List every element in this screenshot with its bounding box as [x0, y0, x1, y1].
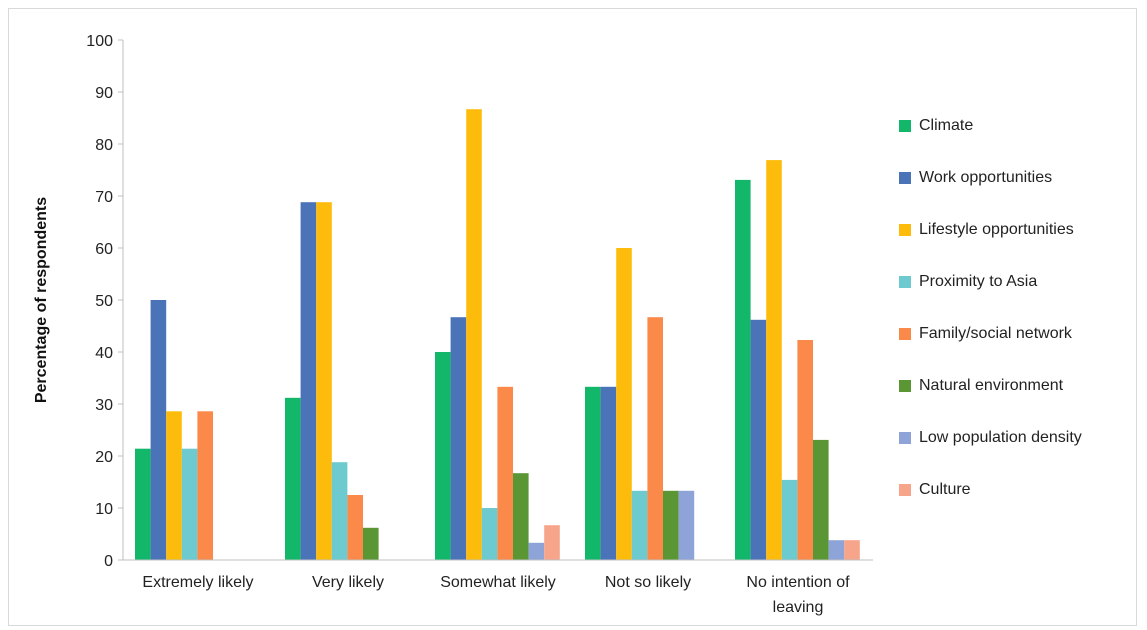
x-axis-categories: Extremely likely Very likely Somewhat like…: [142, 574, 850, 616]
bar: [166, 411, 182, 560]
legend-item: Natural environment: [899, 360, 1139, 412]
y-tick-label: 70: [95, 189, 113, 206]
bar: [781, 479, 798, 560]
bar: [813, 439, 829, 560]
legend-item: Lifestyle opportunities: [899, 204, 1139, 256]
x-category-line: leaving: [773, 599, 824, 616]
x-category-line: No intention of: [746, 574, 850, 591]
bar: [363, 527, 379, 560]
bar: [844, 540, 860, 560]
legend-item: Family/social network: [899, 308, 1139, 360]
bar: [300, 202, 317, 560]
bar: [481, 508, 498, 560]
legend-swatch: [899, 224, 911, 236]
legend-swatch: [899, 172, 911, 184]
bar: [663, 490, 679, 560]
legend-label: Work opportunities: [919, 169, 1053, 186]
bar: [678, 490, 695, 560]
x-category-label: Somewhat likely: [440, 574, 556, 591]
y-tick-label: 20: [95, 449, 113, 466]
legend-label: Culture: [919, 481, 971, 498]
y-tick-label: 40: [95, 345, 113, 362]
y-tick-label: 0: [104, 553, 113, 570]
legend-item: Proximity to Asia: [899, 256, 1139, 308]
bar: [135, 448, 151, 560]
bar: [347, 495, 363, 560]
bar: [797, 340, 813, 560]
bar: [828, 540, 845, 560]
bar: [631, 490, 648, 560]
bar: [450, 317, 467, 560]
x-category-label: No intention of leaving: [746, 574, 850, 616]
legend-swatch: [899, 380, 911, 392]
bar: [466, 109, 482, 560]
bar: [585, 386, 601, 560]
y-tick-label: 50: [95, 293, 113, 310]
bar: [528, 542, 545, 560]
bar: [497, 386, 513, 560]
legend-swatch: [899, 432, 911, 444]
legend-label: Low population density: [919, 429, 1082, 446]
y-axis-ticks: 0 10 20 30 40 50 60 70 80 90 100: [86, 33, 123, 570]
x-category-line: Extremely likely: [142, 574, 253, 591]
bar: [316, 202, 332, 560]
y-tick-label: 100: [86, 33, 113, 50]
bar: [513, 473, 529, 560]
bar: [735, 179, 751, 560]
bar: [750, 319, 767, 560]
x-category-label: Not so likely: [605, 574, 691, 591]
legend-label: Natural environment: [919, 377, 1064, 394]
bar: [197, 411, 213, 560]
legend-swatch: [899, 328, 911, 340]
bar: [647, 317, 663, 560]
bar: [181, 448, 198, 560]
bar: [331, 462, 348, 560]
legend-item: Work opportunities: [899, 152, 1139, 204]
legend-item: Low population density: [899, 412, 1139, 464]
legend-label: Proximity to Asia: [919, 273, 1038, 290]
legend-swatch: [899, 484, 911, 496]
bar: [616, 248, 632, 560]
legend-label: Lifestyle opportunities: [919, 221, 1074, 238]
legend-swatch: [899, 120, 911, 132]
bar: [150, 300, 167, 560]
y-tick-label: 80: [95, 137, 113, 154]
y-tick-label: 60: [95, 241, 113, 258]
legend-item: Culture: [899, 464, 1139, 516]
bars: [135, 109, 860, 560]
legend-label: Family/social network: [919, 325, 1072, 342]
x-category-label: Very likely: [312, 574, 384, 591]
legend: Climate Work opportunities Lifestyle oppor…: [899, 100, 1139, 516]
y-tick-label: 30: [95, 397, 113, 414]
y-tick-label: 10: [95, 501, 113, 518]
legend-swatch: [899, 276, 911, 288]
bar: [766, 160, 782, 560]
bar: [600, 386, 617, 560]
x-category-label: Extremely likely: [142, 574, 253, 591]
x-category-line: Not so likely: [605, 574, 691, 591]
y-axis-label: Percentage of respondents: [33, 197, 50, 403]
legend-label: Climate: [919, 117, 974, 134]
bar: [544, 525, 560, 560]
x-category-line: Somewhat likely: [440, 574, 556, 591]
bar: [435, 352, 451, 560]
x-category-line: Very likely: [312, 574, 384, 591]
legend-item: Climate: [899, 100, 1139, 152]
y-tick-label: 90: [95, 85, 113, 102]
bar: [285, 397, 301, 560]
